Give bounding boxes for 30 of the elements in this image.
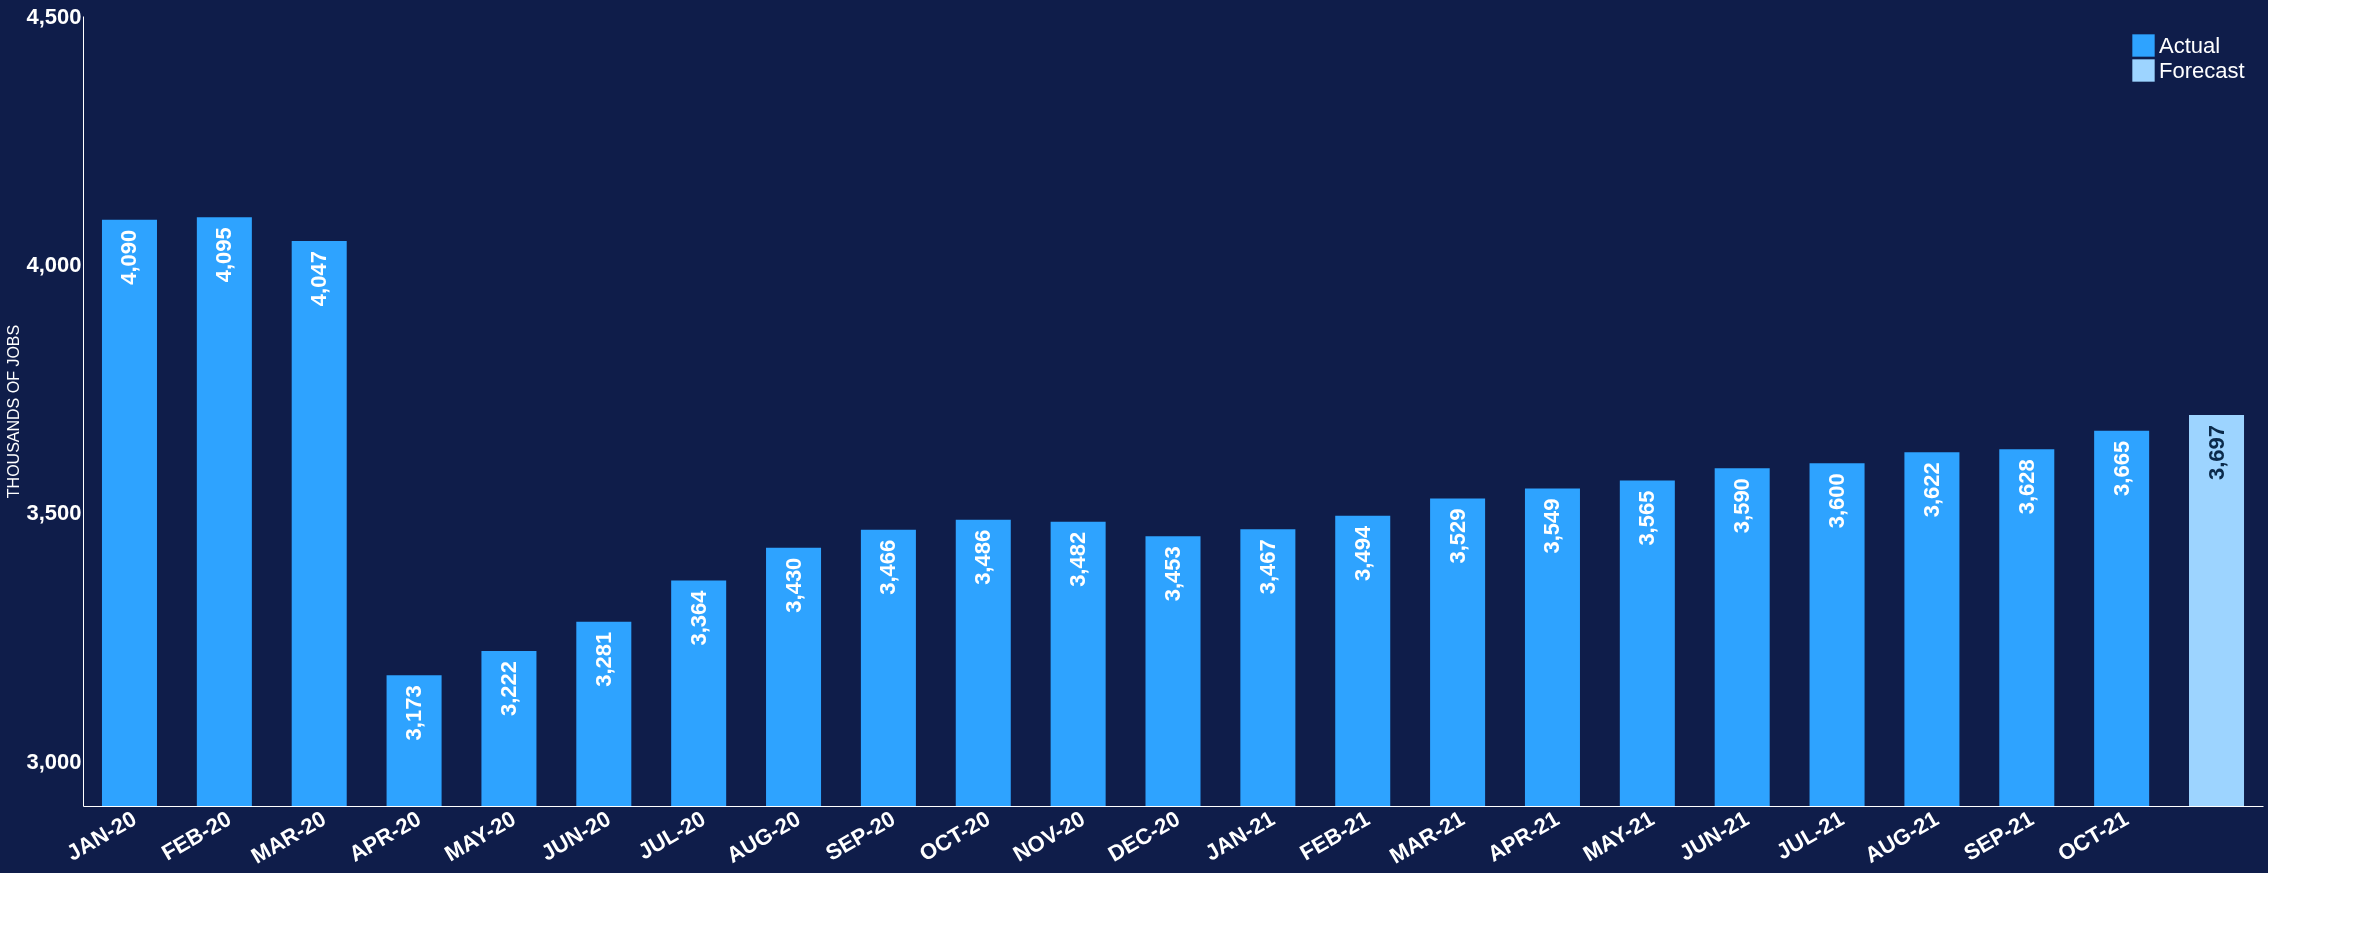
data-label: 3,222 — [495, 660, 521, 717]
data-label: 4,095 — [211, 227, 237, 283]
data-label: 3,494 — [1349, 525, 1375, 581]
legend-label: Actual — [2159, 32, 2221, 58]
data-label: 3,590 — [1729, 478, 1755, 534]
legend-label: Forecast — [2159, 57, 2245, 83]
data-label: 3,173 — [401, 685, 427, 741]
y-tick-label: 3,000 — [26, 748, 82, 774]
data-label: 3,453 — [1160, 546, 1185, 602]
data-label: 3,482 — [1065, 531, 1091, 587]
data-label: 3,565 — [1634, 490, 1660, 546]
data-label: 3,549 — [1539, 498, 1565, 554]
data-label: 3,486 — [970, 529, 996, 585]
data-label: 3,622 — [1918, 462, 1944, 518]
data-label: 3,364 — [685, 589, 711, 646]
data-label: 3,467 — [1254, 539, 1280, 595]
data-label: 3,466 — [875, 539, 901, 595]
data-label: 3,430 — [780, 557, 806, 613]
data-label: 3,697 — [2203, 424, 2229, 481]
data-label: 3,628 — [2013, 459, 2039, 515]
y-axis-title: THOUSANDS OF JOBS — [5, 324, 23, 499]
data-label: 3,529 — [1444, 508, 1470, 564]
data-label: 3,665 — [2108, 440, 2134, 496]
y-tick-label: 3,500 — [26, 500, 82, 526]
data-label: 4,090 — [116, 229, 142, 285]
y-tick-label: 4,500 — [26, 3, 82, 29]
data-label: 3,281 — [590, 631, 616, 687]
data-label: 3,600 — [1824, 473, 1850, 529]
y-tick-label: 4,000 — [26, 251, 82, 277]
data-label: 4,047 — [306, 251, 332, 307]
